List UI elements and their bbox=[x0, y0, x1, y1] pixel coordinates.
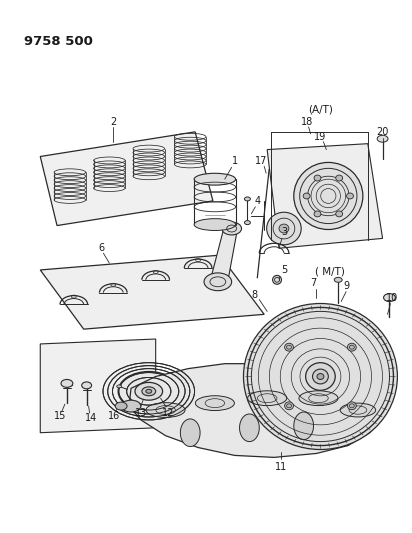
Ellipse shape bbox=[195, 395, 234, 410]
Ellipse shape bbox=[303, 193, 310, 199]
Ellipse shape bbox=[285, 402, 293, 410]
Ellipse shape bbox=[347, 402, 356, 410]
Ellipse shape bbox=[314, 175, 321, 181]
Ellipse shape bbox=[346, 193, 353, 199]
Text: 18: 18 bbox=[300, 117, 313, 127]
Ellipse shape bbox=[313, 369, 328, 384]
Text: ( M/T): ( M/T) bbox=[315, 267, 345, 277]
Ellipse shape bbox=[115, 402, 127, 410]
Ellipse shape bbox=[299, 391, 338, 406]
Text: 11: 11 bbox=[275, 462, 287, 472]
Polygon shape bbox=[267, 144, 383, 248]
Ellipse shape bbox=[146, 389, 152, 393]
Polygon shape bbox=[210, 229, 238, 282]
Text: 20: 20 bbox=[377, 127, 389, 137]
Ellipse shape bbox=[306, 362, 335, 390]
Ellipse shape bbox=[194, 219, 236, 230]
Ellipse shape bbox=[61, 379, 73, 387]
Ellipse shape bbox=[118, 372, 179, 411]
Ellipse shape bbox=[285, 343, 293, 351]
Text: 3: 3 bbox=[281, 228, 287, 238]
Polygon shape bbox=[40, 255, 264, 329]
Ellipse shape bbox=[294, 163, 363, 230]
Ellipse shape bbox=[377, 135, 388, 142]
Ellipse shape bbox=[334, 277, 342, 282]
Text: 14: 14 bbox=[85, 413, 98, 423]
Ellipse shape bbox=[239, 414, 259, 442]
Text: 17: 17 bbox=[255, 157, 267, 166]
Text: 16: 16 bbox=[108, 411, 120, 421]
Ellipse shape bbox=[340, 403, 376, 417]
Ellipse shape bbox=[279, 224, 289, 233]
Ellipse shape bbox=[248, 391, 287, 406]
Text: 12: 12 bbox=[162, 408, 175, 418]
Text: 15: 15 bbox=[54, 411, 66, 421]
Ellipse shape bbox=[82, 382, 91, 389]
Ellipse shape bbox=[204, 273, 232, 290]
Ellipse shape bbox=[194, 173, 236, 185]
Ellipse shape bbox=[135, 382, 163, 400]
Text: 8: 8 bbox=[251, 289, 258, 300]
Ellipse shape bbox=[142, 387, 156, 395]
Ellipse shape bbox=[336, 175, 343, 181]
Ellipse shape bbox=[336, 211, 343, 217]
Ellipse shape bbox=[317, 374, 324, 379]
Ellipse shape bbox=[117, 385, 122, 388]
Text: 5: 5 bbox=[281, 265, 287, 275]
Ellipse shape bbox=[347, 343, 356, 351]
Ellipse shape bbox=[384, 294, 396, 302]
Text: 1: 1 bbox=[232, 157, 238, 166]
Text: 19: 19 bbox=[314, 132, 327, 142]
Ellipse shape bbox=[180, 419, 200, 447]
Polygon shape bbox=[40, 339, 156, 433]
Ellipse shape bbox=[294, 412, 314, 440]
Ellipse shape bbox=[273, 276, 281, 284]
Polygon shape bbox=[129, 364, 383, 457]
Ellipse shape bbox=[267, 212, 301, 245]
Ellipse shape bbox=[244, 221, 250, 224]
Ellipse shape bbox=[222, 222, 241, 235]
Text: 10: 10 bbox=[386, 293, 398, 303]
Polygon shape bbox=[40, 132, 213, 225]
Text: 9: 9 bbox=[343, 281, 349, 290]
Text: 13: 13 bbox=[135, 408, 147, 418]
Text: (A/T): (A/T) bbox=[308, 104, 333, 114]
Ellipse shape bbox=[244, 197, 250, 201]
Text: 6: 6 bbox=[98, 243, 105, 253]
Ellipse shape bbox=[243, 303, 398, 449]
Ellipse shape bbox=[146, 402, 185, 417]
Ellipse shape bbox=[121, 400, 141, 412]
Ellipse shape bbox=[314, 211, 321, 217]
Text: 4: 4 bbox=[254, 196, 260, 206]
Text: 9758 500: 9758 500 bbox=[24, 35, 94, 47]
Text: 2: 2 bbox=[110, 117, 117, 127]
Text: 7: 7 bbox=[310, 278, 317, 288]
